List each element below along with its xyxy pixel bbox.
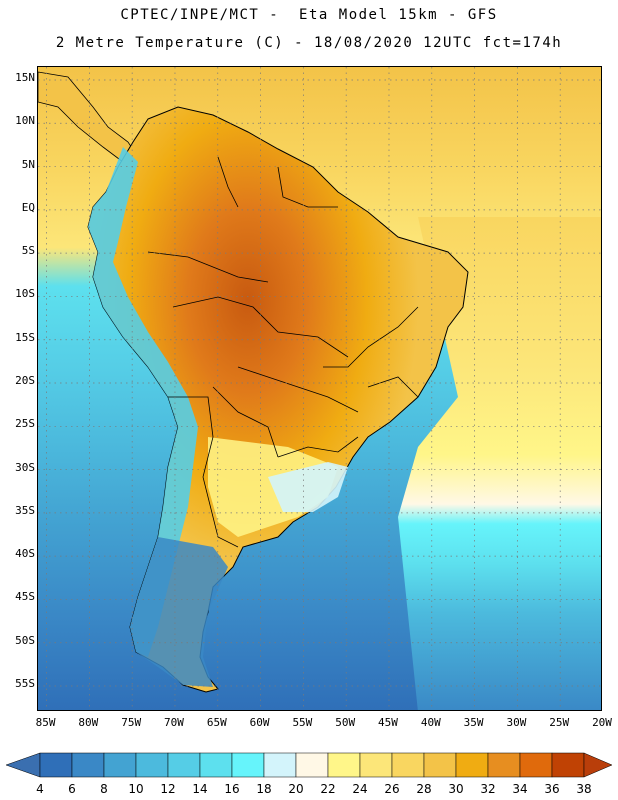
longitude-label: 50W	[335, 716, 356, 729]
colorbar-tick-label: 32	[480, 782, 496, 796]
latitude-label: 45S	[15, 590, 35, 604]
colorbar	[0, 750, 618, 780]
colorbar-segment	[391, 752, 425, 778]
colorbar-segment	[263, 752, 297, 778]
patagonia-cold	[130, 537, 228, 687]
longitude-label: 45W	[378, 716, 398, 729]
latitude-label: 15N	[15, 70, 35, 84]
latitude-label: 30S	[15, 460, 35, 474]
country-borders	[147, 156, 419, 548]
colorbar-segment	[327, 752, 361, 778]
ocean-east	[398, 217, 601, 710]
uruguay-cool	[268, 462, 348, 512]
colorbar-segment	[71, 752, 105, 778]
colorbar-segment	[167, 752, 201, 778]
latitude-label: 5S	[21, 244, 35, 258]
colorbar-tick-label: 38	[576, 782, 592, 796]
colorbar-segment	[455, 752, 489, 778]
latitude-label: 40S	[15, 547, 35, 561]
colorbar-max-arrow	[583, 752, 613, 778]
colorbar-tick-label: 30	[448, 782, 464, 796]
longitude-label: 80W	[78, 716, 99, 729]
colorbar-min-arrow	[5, 752, 41, 778]
longitude-label: 65W	[206, 716, 227, 729]
colorbar-tick-label: 28	[416, 782, 432, 796]
latitude-label: 20S	[15, 374, 35, 387]
longitude-label: 70W	[164, 716, 184, 729]
map-title-line-1: CPTEC/INPE/MCT - Eta Model 15km - GFS	[120, 7, 498, 23]
colorbar-segment	[423, 752, 457, 778]
colorbar-segment	[551, 752, 585, 778]
colorbar-tick-label: 24	[352, 782, 368, 796]
longitude-label: 30W	[506, 716, 527, 729]
longitude-label: 35W	[463, 716, 484, 729]
colorbar-segment	[359, 752, 393, 778]
colorbar-segment	[519, 752, 553, 778]
latitude-label: 10N	[15, 114, 35, 128]
colorbar-tick-label: 12	[160, 782, 176, 796]
colorbar-tick-label: 10	[128, 782, 144, 796]
colorbar-tick-label: 18	[256, 782, 272, 796]
colorbar-segment	[231, 752, 265, 778]
colorbar-tick-label: 6	[68, 782, 76, 796]
andes-cool-strip	[88, 147, 198, 657]
colorbar-tick-label: 20	[288, 782, 304, 796]
latitude-label: 10S	[15, 287, 35, 301]
latitude-label: EQ	[21, 200, 35, 214]
longitude-label: 40W	[420, 716, 441, 729]
longitude-label: 85W	[35, 716, 56, 729]
colorbar-tick-label: 34	[512, 782, 528, 796]
colorbar-tick-label: 8	[100, 782, 108, 796]
colorbar-tick-label: 4	[36, 782, 44, 796]
colorbar-segment	[199, 752, 233, 778]
latitude-label: 55S	[15, 677, 35, 691]
colorbar-segment	[103, 752, 137, 778]
longitude-label: 20W	[592, 716, 612, 729]
colorbar-tick-label: 16	[224, 782, 240, 796]
colorbar-segment	[487, 752, 521, 778]
colorbar-segment	[39, 752, 73, 778]
map-title-line-2: 2 Metre Temperature (C) - 18/08/2020 12U…	[55, 35, 563, 51]
colorbar-tick-label: 22	[320, 782, 336, 796]
latitude-label: 50S	[15, 633, 35, 647]
colorbar-segment	[135, 752, 169, 778]
latitude-label: 15S	[15, 330, 35, 344]
colorbar-tick-label: 36	[544, 782, 560, 796]
colorbar-tick-label: 26	[384, 782, 400, 796]
latitude-label: 25S	[15, 417, 35, 431]
longitude-label: 75W	[121, 716, 142, 729]
longitude-label: 55W	[292, 716, 313, 729]
longitude-label: 25W	[549, 716, 570, 729]
temperature-map	[37, 66, 602, 711]
colorbar-tick-label: 14	[192, 782, 208, 796]
colorbar-segment	[295, 752, 329, 778]
latitude-label: 5N	[21, 157, 35, 171]
graticule	[38, 67, 601, 710]
longitude-label: 60W	[249, 716, 270, 729]
latitude-label: 35S	[15, 503, 35, 517]
